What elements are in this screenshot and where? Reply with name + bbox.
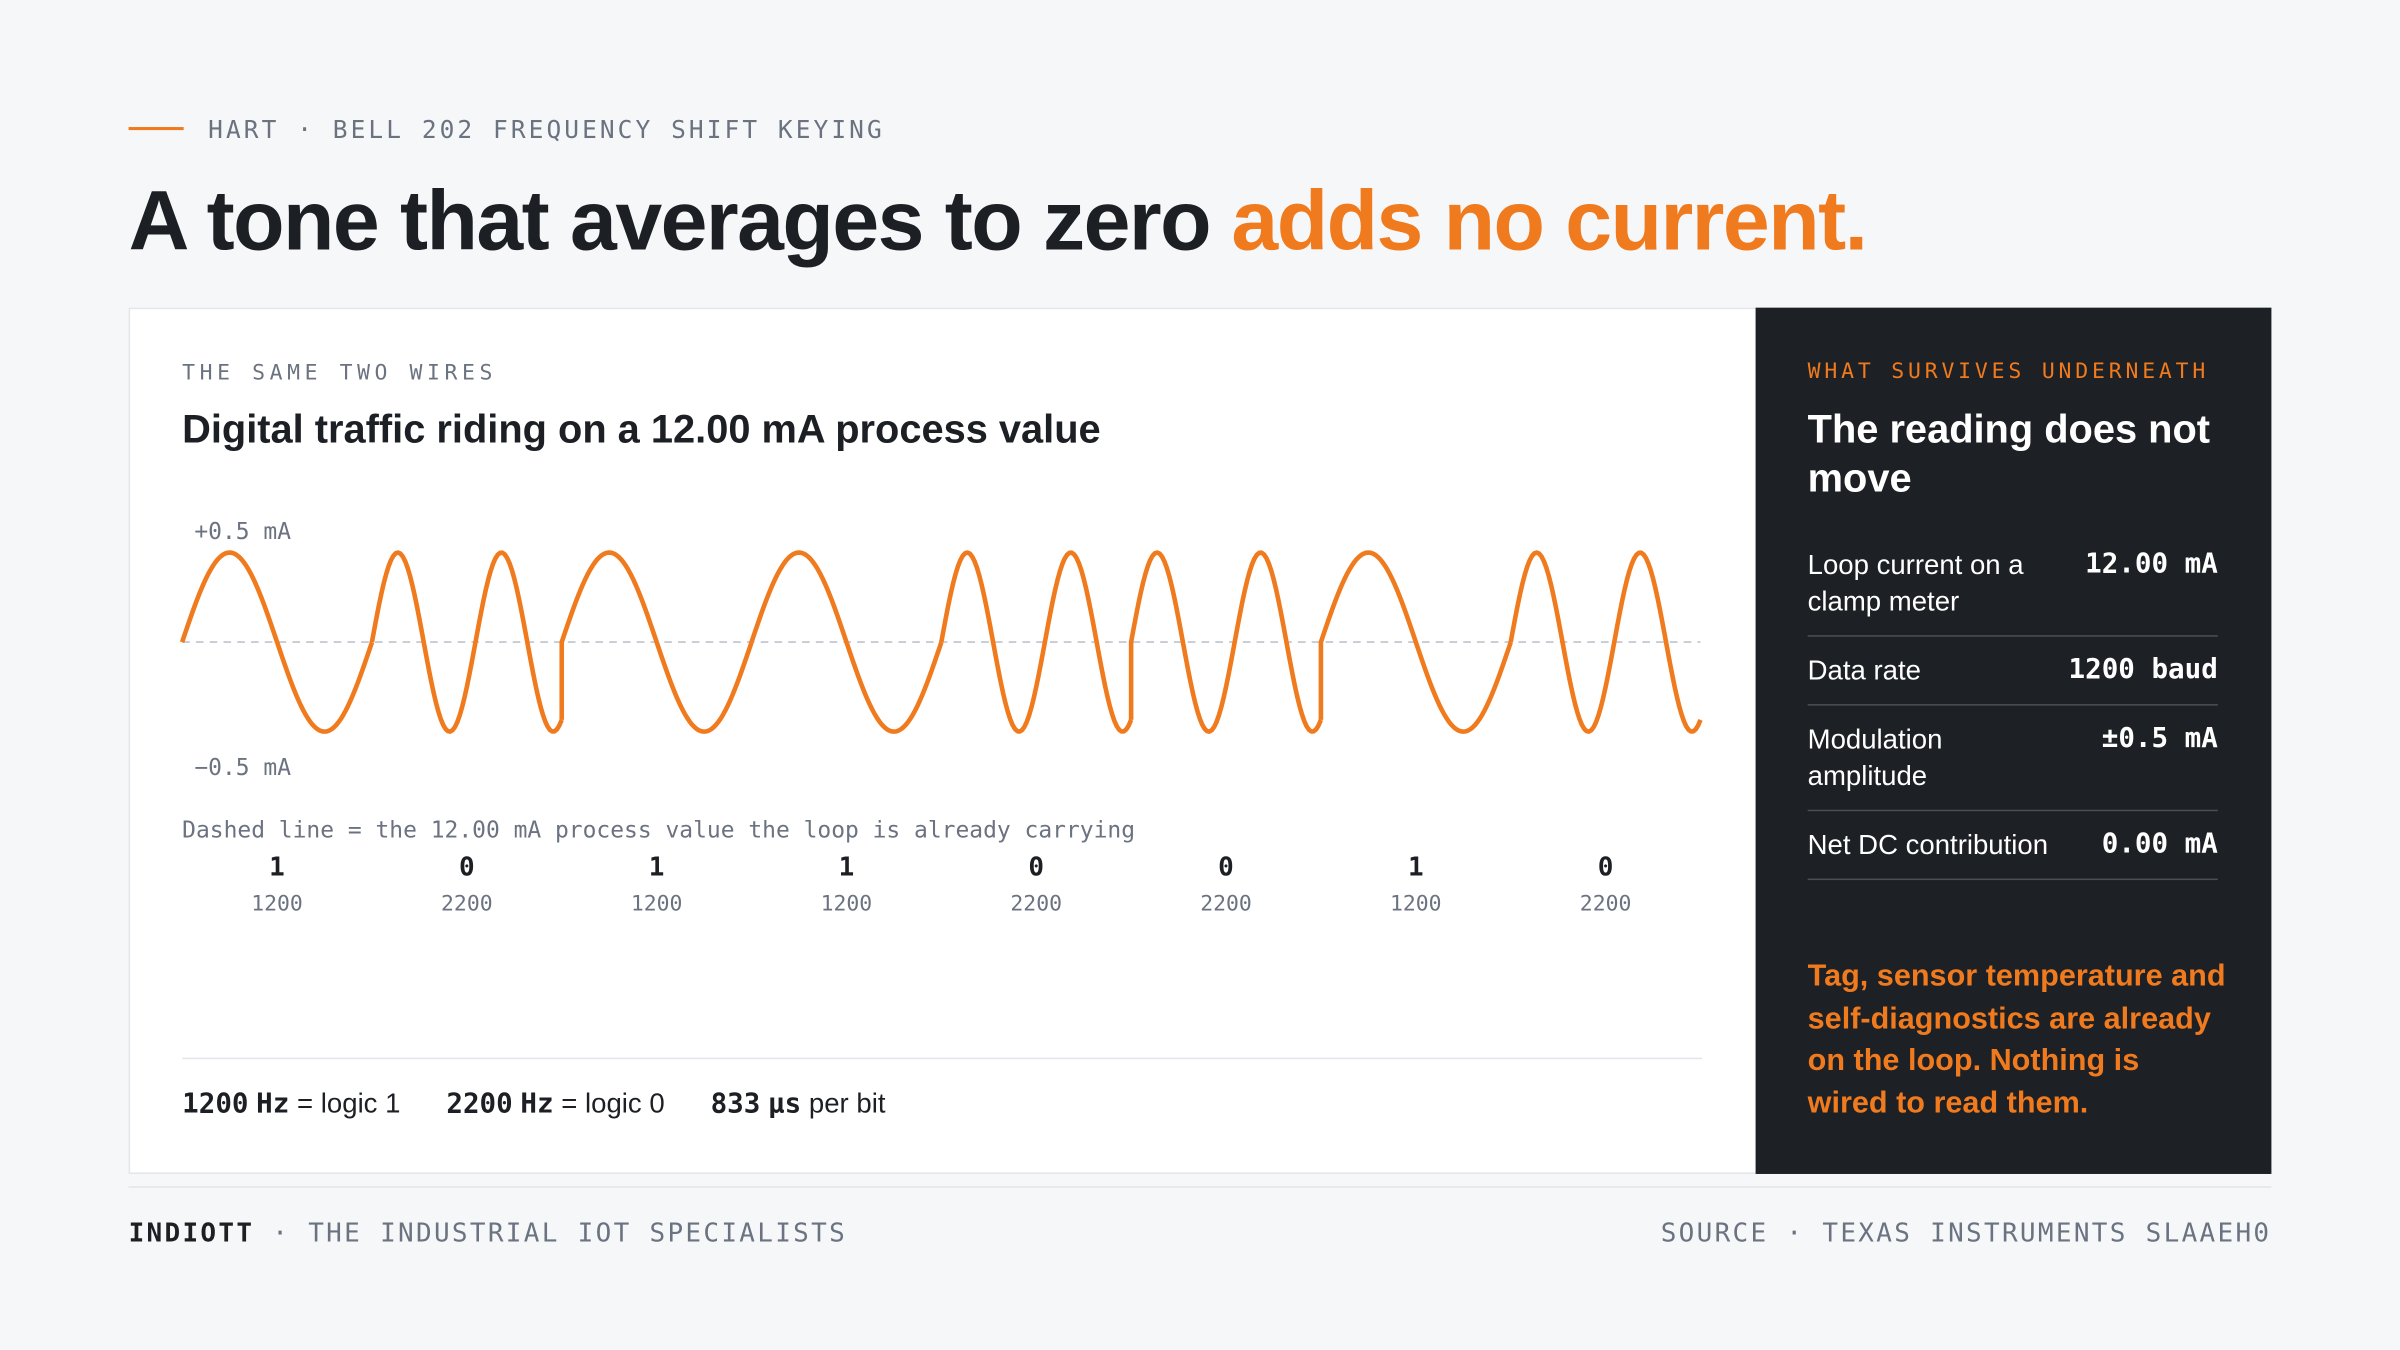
frequency-label: 2200: [441, 892, 493, 917]
legend-item: 833 µs per bit: [711, 1088, 886, 1120]
chart-caption: Dashed line = the 12.00 mA process value…: [182, 818, 1135, 844]
bit-label: 0: [1598, 852, 1614, 882]
headline-text: A tone that averages to zero: [128, 172, 1212, 268]
frequency-label: 2200: [1200, 892, 1252, 917]
fsk-segment: [369, 550, 564, 734]
footer-left: INDIOTT · THE INDUSTRIAL IOT SPECIALISTS: [129, 1218, 847, 1249]
bit-label: 0: [1218, 852, 1234, 882]
side-eyebrow: WHAT SURVIVES UNDERNEATH: [1807, 359, 2210, 385]
fsk-segment: [939, 550, 1134, 734]
summary-panel: WHAT SURVIVES UNDERNEATH The reading doe…: [1755, 307, 2272, 1174]
stat-label: Net DC contribution: [1807, 829, 2049, 861]
fsk-segment: [749, 550, 944, 734]
frequency-label: 1200: [631, 892, 683, 917]
stat-row: Loop current on a clamp meter 12.00 mA: [1807, 531, 2218, 637]
divider: [182, 1057, 1703, 1060]
fsk-segment: [1318, 550, 1513, 734]
panel-title: Digital traffic riding on a 12.00 mA pro…: [182, 405, 1101, 452]
footer-rule: [128, 1186, 2272, 1188]
bit-label: 1: [1408, 852, 1424, 882]
frequency-label: 2200: [1010, 892, 1062, 917]
fsk-segment: [1508, 550, 1703, 734]
bit-label: 0: [1028, 852, 1044, 882]
legend-text: per bit: [808, 1088, 886, 1119]
tagline: · THE INDUSTRIAL IOT SPECIALISTS: [272, 1218, 848, 1249]
stat-value: 0.00 mA: [2101, 828, 2218, 861]
source: SOURCE · TEXAS INSTRUMENTS SLAAEH0: [1660, 1218, 2272, 1249]
eyebrow: HART · BELL 202 FREQUENCY SHIFT KEYING: [208, 114, 885, 144]
headline-highlight: adds no current.: [1231, 172, 1868, 268]
stat-label: Modulation amplitude: [1807, 723, 1943, 792]
legend-unit: Hz: [256, 1088, 290, 1121]
legend-item: 1200 Hz = logic 1: [182, 1088, 400, 1120]
legend-item: 2200 Hz = logic 0: [446, 1088, 664, 1120]
frequency-label: 1200: [1390, 892, 1442, 917]
stats: Loop current on a clamp meter 12.00 mA Dat…: [1807, 531, 2218, 881]
fsk-segment: [179, 550, 375, 734]
legend-unit: µs: [768, 1088, 802, 1121]
frequency-label: 1200: [251, 892, 303, 917]
panel-eyebrow: THE SAME TWO WIRES: [182, 361, 498, 386]
legend-value: 833: [710, 1088, 761, 1121]
y-tick-label: −0.5 mA: [194, 755, 291, 781]
fsk-segment: [1128, 550, 1324, 734]
stat-label: Loop current on a clamp meter: [1807, 549, 2024, 617]
side-title: The reading does not move: [1807, 405, 2211, 501]
bit-label: 1: [649, 852, 665, 882]
frequency-label: 1200: [821, 892, 873, 917]
legend-unit: Hz: [520, 1088, 554, 1121]
stat-value: ±0.5 mA: [2101, 722, 2218, 755]
side-note: Tag, sensor temperature and self-diagnos…: [1807, 959, 2226, 1120]
legend-text: = logic 0: [561, 1088, 665, 1119]
eyebrow-rule: [128, 127, 184, 131]
headline: A tone that averages to zero adds no curr…: [128, 171, 1868, 269]
stat-row: Data rate 1200 baud: [1807, 637, 2218, 706]
bit-label: 1: [269, 852, 285, 882]
brand: INDIOTT: [128, 1218, 255, 1249]
frequency-label: 2200: [1580, 892, 1632, 917]
stat-row: Modulation amplitude ±0.5 mA: [1807, 706, 2218, 812]
stat-value: 12.00 mA: [2085, 547, 2218, 581]
fsk-segment: [559, 550, 754, 734]
legend: 1200 Hz = logic 1 2200 Hz = logic 0 833 µs…: [182, 1088, 931, 1120]
bit-label: 0: [459, 852, 475, 882]
stat-label: Data rate: [1807, 655, 1921, 686]
stat-value: 1200 baud: [2068, 653, 2218, 686]
stat-row: Net DC contribution 0.00 mA: [1807, 811, 2218, 881]
chart-panel: THE SAME TWO WIRES Digital traffic ridin…: [128, 307, 1758, 1174]
y-tick-label: +0.5 mA: [194, 519, 291, 545]
legend-value: 1200: [182, 1088, 249, 1121]
legend-text: = logic 1: [297, 1088, 401, 1119]
bit-label: 1: [839, 852, 855, 882]
legend-value: 2200: [446, 1088, 513, 1121]
